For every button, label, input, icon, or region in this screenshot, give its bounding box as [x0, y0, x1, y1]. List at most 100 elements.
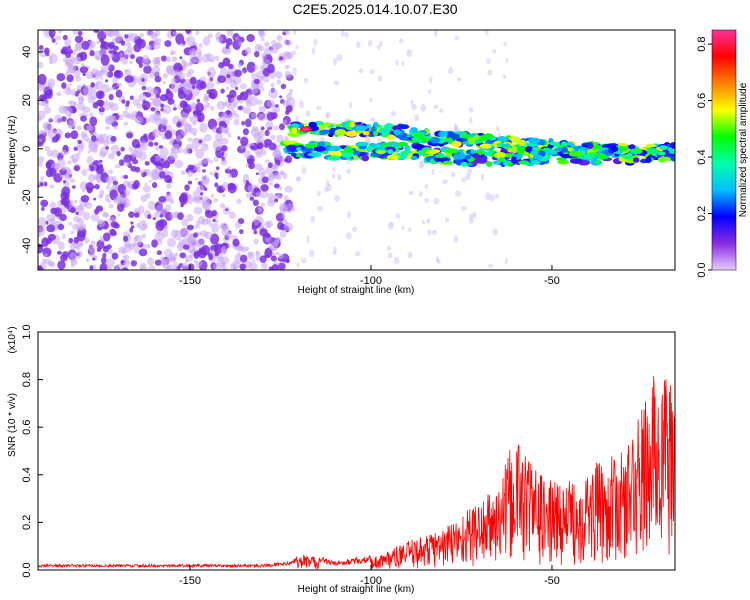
signal-blob — [291, 127, 298, 134]
noise-speckle — [102, 245, 109, 253]
signal-blob — [376, 149, 386, 155]
noise-speckle — [154, 259, 162, 266]
signal-blob — [452, 153, 466, 160]
noise-speckle — [211, 222, 220, 234]
noise-speckle — [344, 31, 349, 39]
signal-blob — [544, 149, 558, 155]
noise-speckle — [260, 184, 269, 192]
noise-speckle — [95, 205, 103, 212]
noise-speckle — [194, 224, 200, 229]
noise-speckle — [89, 116, 98, 127]
noise-speckle — [48, 30, 56, 38]
colorbar-label: Normalized spectral amplitude — [738, 82, 749, 217]
noise-speckle — [83, 85, 93, 97]
noise-speckle — [113, 125, 118, 130]
noise-speckle — [186, 224, 194, 231]
peak-core — [302, 127, 310, 132]
noise-speckle — [123, 243, 133, 253]
noise-speckle — [50, 207, 58, 215]
noise-speckle — [72, 101, 78, 106]
noise-speckle — [227, 165, 231, 171]
noise-speckle — [199, 80, 207, 90]
noise-speckle — [303, 77, 308, 84]
noise-speckle — [255, 172, 259, 176]
noise-speckle — [195, 102, 204, 113]
signal-blob — [296, 146, 302, 152]
colorbar-ticks: 0.0 0.2 0.4 0.6 0.8 — [696, 36, 712, 278]
noise-speckle — [487, 69, 493, 76]
noise-speckle — [139, 262, 147, 270]
signal-blob — [341, 151, 354, 158]
noise-speckle — [480, 173, 485, 181]
signal-blob — [596, 153, 607, 160]
signal-blob — [345, 130, 358, 137]
noise-speckle — [129, 95, 134, 100]
noise-speckle — [96, 133, 104, 144]
signal-blob — [411, 137, 421, 141]
x-tick-label: -150 — [179, 275, 201, 287]
noise-speckle — [198, 139, 203, 144]
noise-speckle — [261, 202, 266, 207]
signal-blob — [518, 160, 530, 165]
noise-speckle — [123, 49, 133, 57]
noise-speckle — [217, 75, 227, 83]
noise-speckle — [105, 258, 115, 269]
noise-speckle — [184, 123, 193, 134]
y-tick-label: 0.8 — [21, 372, 33, 387]
y-tick-label: 0.4 — [21, 467, 33, 482]
noise-speckle — [504, 257, 508, 265]
noise-speckle — [377, 137, 383, 144]
noise-speckle — [207, 78, 211, 82]
noise-speckle — [270, 44, 279, 54]
noise-speckle — [214, 55, 220, 61]
noise-speckle — [222, 57, 231, 67]
noise-speckle — [40, 199, 49, 207]
noise-speckle — [225, 86, 230, 90]
signal-blob — [334, 129, 347, 136]
noise-speckle — [259, 190, 269, 199]
noise-speckle — [166, 183, 172, 189]
noise-speckle — [169, 211, 179, 219]
noise-speckle — [284, 71, 292, 79]
noise-speckle — [426, 218, 431, 224]
noise-speckle — [122, 258, 131, 268]
noise-speckle — [146, 257, 155, 266]
y-tick-label: 0.6 — [21, 420, 33, 435]
noise-speckle — [107, 152, 115, 160]
noise-speckle — [420, 103, 427, 112]
noise-speckle — [181, 58, 186, 64]
noise-speckle — [66, 74, 74, 83]
noise-speckle — [48, 53, 58, 64]
noise-speckle — [261, 176, 269, 184]
noise-speckle — [291, 207, 296, 212]
noise-speckle — [105, 125, 110, 131]
noise-speckle — [393, 256, 400, 265]
noise-speckle — [38, 226, 46, 237]
signal-blob — [449, 133, 461, 140]
noise-speckle — [173, 229, 183, 241]
noise-speckle — [258, 105, 267, 113]
noise-speckle — [102, 232, 111, 242]
noise-speckle — [107, 88, 111, 92]
noise-speckle — [147, 213, 152, 220]
noise-speckle — [219, 125, 230, 133]
noise-speckle — [100, 257, 107, 264]
signal-blob — [393, 129, 401, 136]
noise-speckle — [162, 81, 167, 85]
noise-speckle — [137, 38, 146, 49]
noise-speckle — [108, 41, 115, 50]
noise-speckle — [367, 40, 373, 47]
noise-speckle — [225, 208, 229, 211]
noise-speckle — [284, 158, 289, 163]
noise-speckle — [102, 100, 111, 111]
signal-blob — [586, 153, 597, 158]
noise-speckle — [175, 134, 182, 142]
noise-speckle — [97, 161, 102, 166]
line-y-ticks: 0.0 0.2 0.4 0.6 0.8 1.0 — [21, 324, 43, 578]
y-tick-label: 0.2 — [21, 515, 33, 530]
noise-speckle — [99, 236, 105, 243]
noise-speckle — [194, 55, 204, 63]
signal-blob — [524, 146, 534, 153]
noise-speckle — [401, 61, 405, 66]
noise-speckle — [148, 265, 156, 270]
